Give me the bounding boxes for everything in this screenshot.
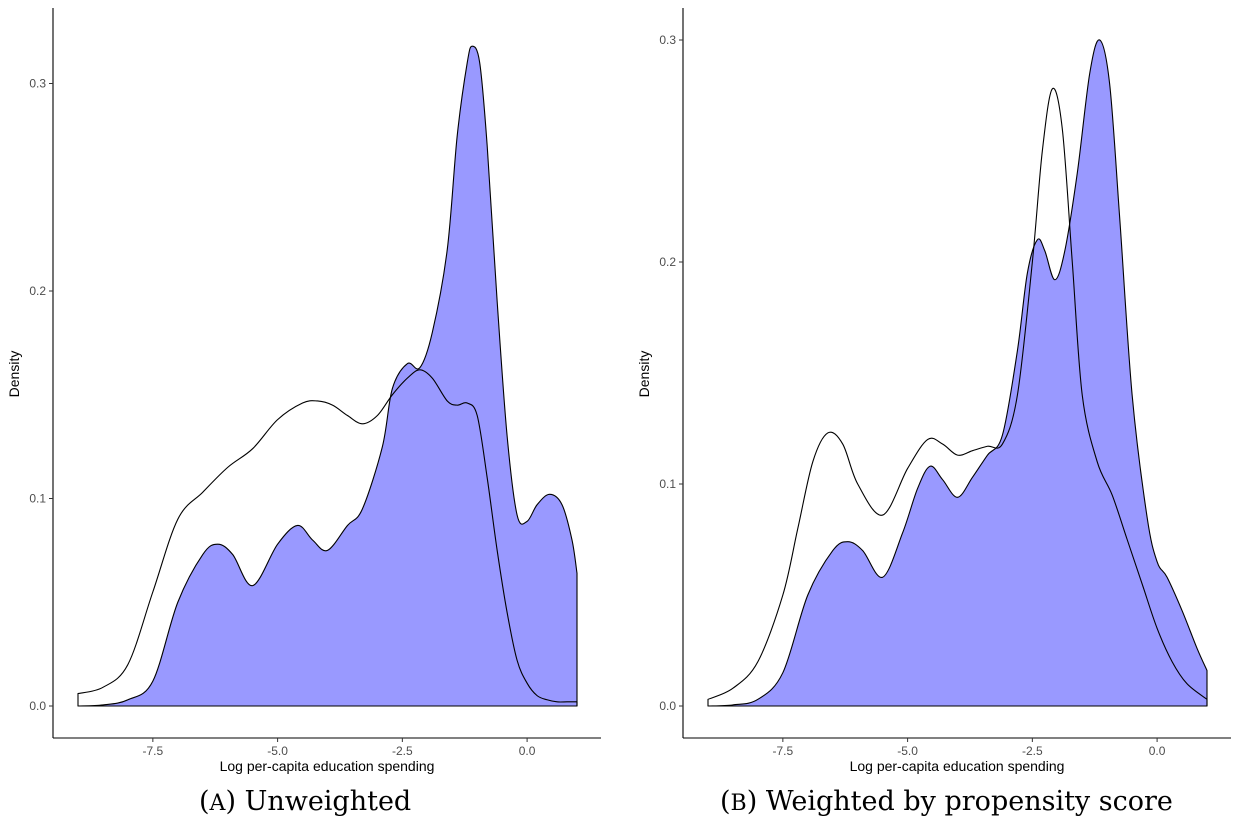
y-tick-label: 0.2 [659,255,676,269]
x-tick-label: -7.5 [143,744,164,758]
y-tick-label: 0.3 [659,33,676,47]
caption-b-letter: B [730,791,747,816]
x-tick-label: -5.0 [267,744,288,758]
x-tick-label: 0.0 [1149,744,1166,758]
caption-a: (A) Unweighted [199,786,412,817]
density-area-filled [707,39,1208,707]
y-axis-title: Density [636,351,652,398]
x-tick-label: -7.5 [773,744,794,758]
y-tick-label: 0.1 [29,492,46,506]
caption-b-text: Weighted by propensity score [765,786,1173,817]
y-tick-label: 0.1 [659,477,676,491]
y-tick-label: 0.0 [29,699,46,713]
density-area-outline [707,87,1208,707]
caption-b: (B) Weighted by propensity score [720,786,1173,817]
x-axis-title: Log per-capita education spending [220,758,435,774]
panel-unweighted: 0.0 0.1 0.2 0.3 -7.5 -5.0 -2.5 0.0 Log per-capit… [6,8,601,774]
density-area-outline [77,369,578,707]
x-axis-title: Log per-capita education spending [850,758,1065,774]
x-tick-label: -2.5 [1022,744,1043,758]
panel-weighted: 0.0 0.1 0.2 0.3 -7.5 -5.0 -2.5 0.0 Log per-capit… [636,8,1231,774]
y-tick-label: 0.0 [659,699,676,713]
y-tick-label: 0.3 [29,77,46,91]
y-tick-label: 0.2 [29,284,46,298]
caption-a-text: Unweighted [244,786,412,817]
x-tick-label: -2.5 [392,744,413,758]
y-axis-title: Density [6,351,22,398]
density-area-filled [77,45,578,707]
caption-a-letter: A [209,791,226,816]
x-tick-label: -5.0 [897,744,918,758]
x-tick-label: 0.0 [519,744,536,758]
